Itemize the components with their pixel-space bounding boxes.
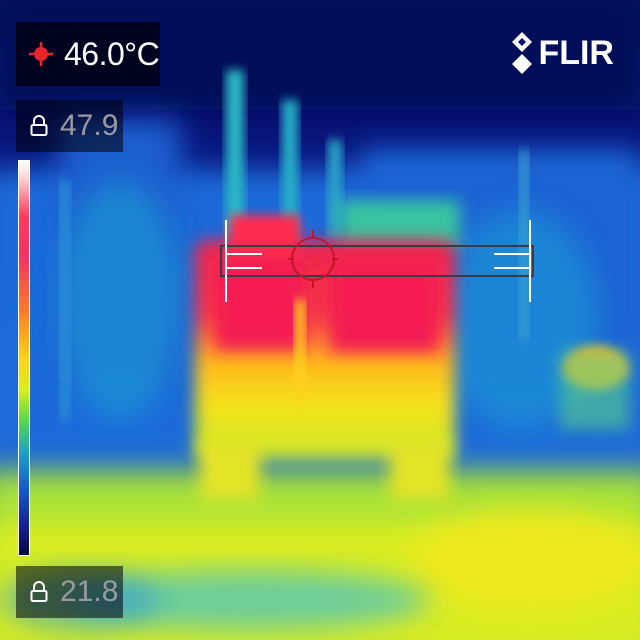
padlock-icon <box>30 115 48 136</box>
scale-min-value: 21.8 <box>60 575 119 608</box>
scale-min-lock[interactable]: 21.8 <box>16 566 123 618</box>
padlock-icon <box>30 581 48 602</box>
flir-logo: FLIR <box>510 30 614 76</box>
spot-temperature-value: 46.0°C <box>64 35 160 72</box>
temperature-color-scale <box>18 160 30 556</box>
spot-temperature-readout: 46.0°C <box>16 22 160 86</box>
flir-diamond-icon <box>512 32 533 74</box>
flir-logo-text: FLIR <box>538 33 614 72</box>
scale-max-value: 47.9 <box>60 109 119 142</box>
scale-max-lock[interactable]: 47.9 <box>16 100 123 152</box>
crosshair-spot-icon <box>29 42 53 66</box>
